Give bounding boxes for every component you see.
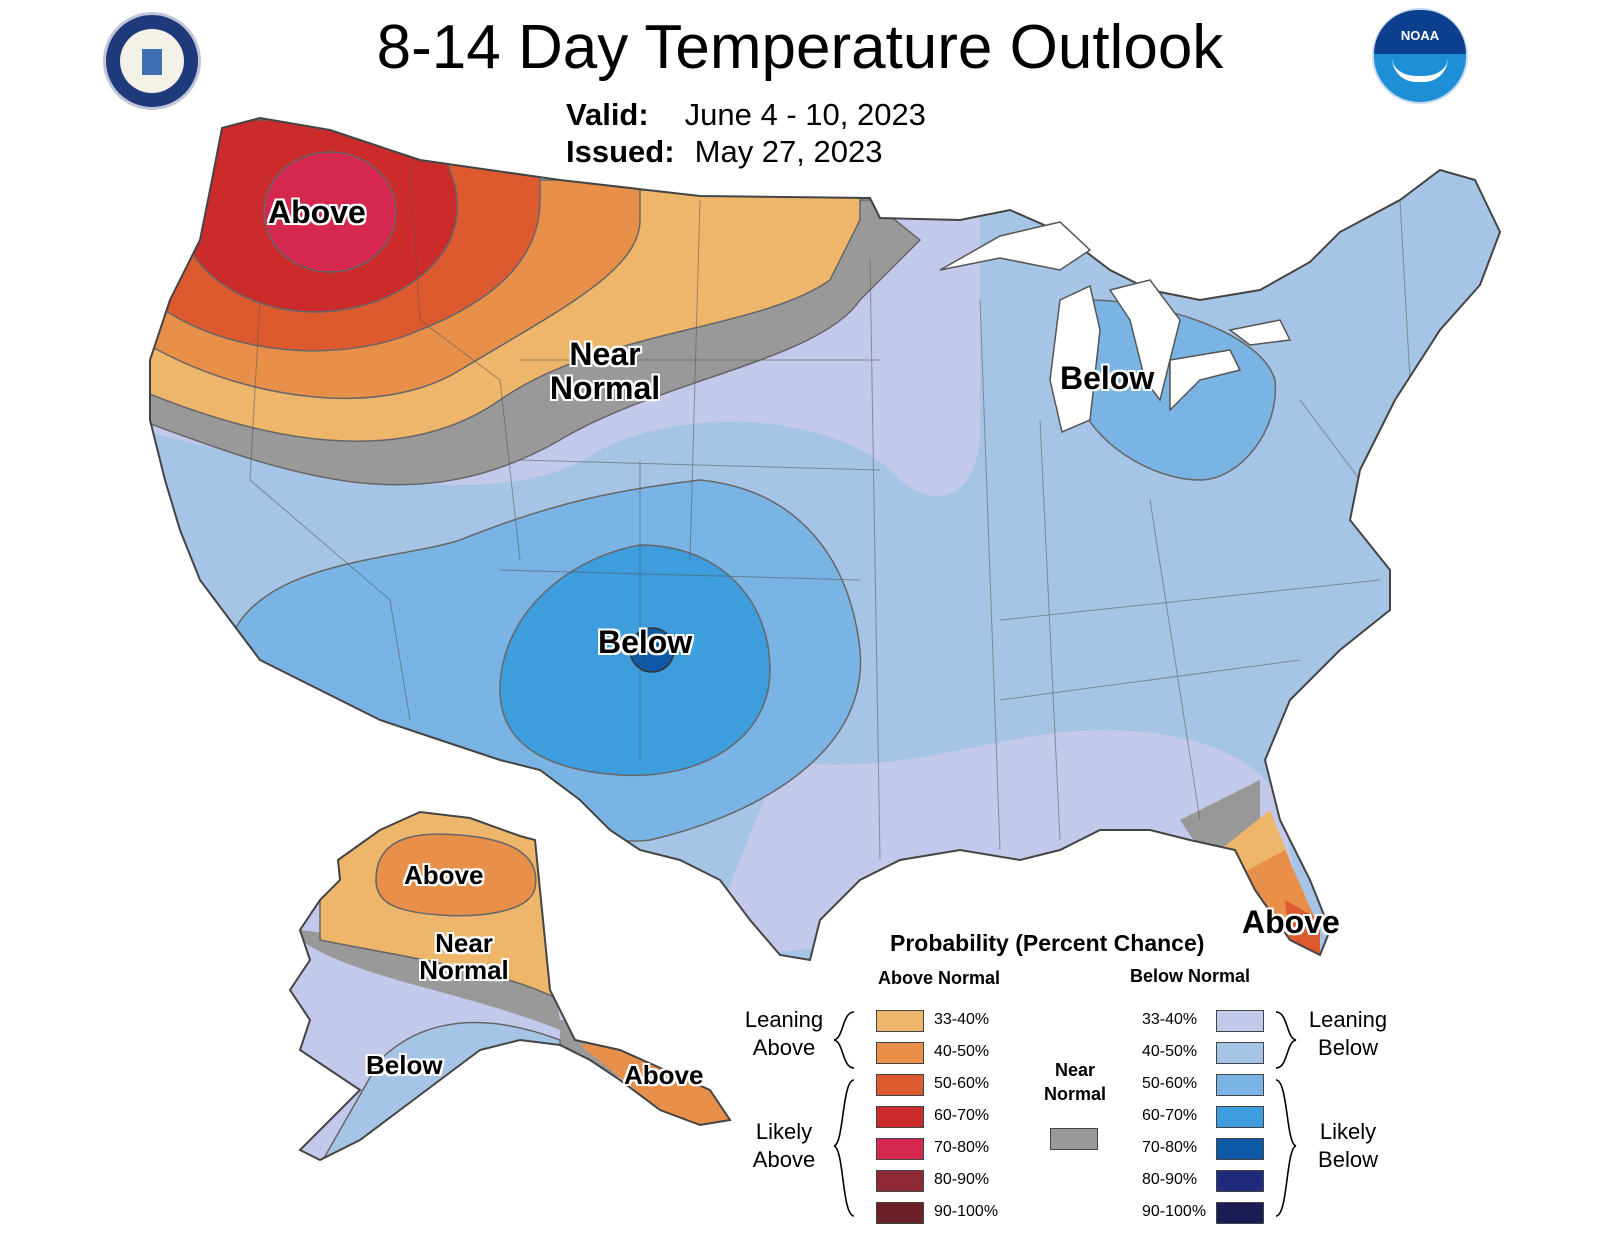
legend-below-swatch-7 [1216, 1202, 1264, 1224]
noaa-logo-text: NOAA [1400, 28, 1440, 43]
legend-above-swatch-2 [876, 1042, 924, 1064]
date-block: Valid: June 4 - 10, 2023 Issued: May 27,… [566, 96, 926, 170]
legend-below-swatch-1 [1216, 1010, 1264, 1032]
legend-above-swatch-7 [876, 1202, 924, 1224]
label-near-normal: Near Normal [540, 336, 670, 406]
legend-above-label-5: 70-80% [934, 1139, 990, 1156]
legend-above-header: Above Normal [878, 968, 1001, 988]
commerce-seal-icon [103, 12, 201, 110]
legend-near-normal: Near Normal [1032, 1058, 1118, 1106]
near-normal-legend-line2: Normal [1043, 1084, 1106, 1104]
leaning-below-line1: Leaning [1308, 1007, 1388, 1032]
label-ak-near-normal: Near Normal [412, 928, 516, 986]
conus-probability-shading [150, 118, 1500, 960]
legend-title: Probability (Percent Chance) [890, 930, 1205, 956]
legend-likely-below: Likely Below [1300, 1118, 1396, 1174]
legend-above-label-3: 50-60% [934, 1075, 990, 1092]
great-lakes [939, 221, 1292, 434]
legend-below-header: Below Normal [1130, 966, 1251, 986]
valid-value: June 4 - 10, 2023 [684, 97, 926, 132]
legend-above-swatch-3 [876, 1074, 924, 1096]
issued-value: May 27, 2023 [694, 134, 883, 169]
near-normal-legend-line1: Near [1054, 1060, 1096, 1080]
legend-near-normal-swatch [1050, 1128, 1098, 1150]
likely-above-line2: Above [752, 1147, 816, 1172]
label-sw-below: Below [598, 624, 693, 660]
legend-above-swatch-6 [876, 1170, 924, 1192]
legend-below-swatch-5 [1216, 1138, 1264, 1160]
valid-label: Valid: [566, 97, 649, 132]
issued-label: Issued: [566, 134, 675, 169]
legend-leaning-above: Leaning Above [736, 1006, 832, 1062]
likely-below-line2: Below [1318, 1147, 1378, 1172]
likely-above-line1: Likely [755, 1119, 813, 1144]
legend-above-label-1: 33-40% [934, 1011, 990, 1028]
legend-above-label-6: 80-90% [934, 1171, 990, 1188]
legend-below-label-7: 90-100% [1142, 1203, 1207, 1220]
legend-below-label-6: 80-90% [1142, 1171, 1198, 1188]
legend-below-swatch-3 [1216, 1074, 1264, 1096]
legend-below-swatch-2 [1216, 1042, 1264, 1064]
legend-above-swatch-5 [876, 1138, 924, 1160]
legend-braces-left [833, 1011, 855, 1217]
legend-below-swatch-4 [1216, 1106, 1264, 1128]
legend-leaning-below: Leaning Below [1300, 1006, 1396, 1062]
legend-below-swatch-6 [1216, 1170, 1264, 1192]
legend-above-label-7: 90-100% [934, 1203, 999, 1220]
leaning-above-line2: Above [752, 1035, 816, 1060]
noaa-logo-icon: NOAA [1372, 8, 1468, 104]
label-ak-se-above: Above [624, 1060, 704, 1090]
legend-above-swatch-1 [876, 1010, 924, 1032]
near-normal-line1: Near [569, 336, 641, 372]
likely-below-line1: Likely [1319, 1119, 1377, 1144]
legend-below-label-4: 60-70% [1142, 1107, 1198, 1124]
leaning-above-line1: Leaning [744, 1007, 824, 1032]
label-nw-above: Above [268, 194, 366, 230]
legend-above-swatch-4 [876, 1106, 924, 1128]
legend-below-label-5: 70-80% [1142, 1139, 1198, 1156]
legend-braces-right [1275, 1011, 1297, 1217]
label-ak-above: Above [404, 860, 484, 890]
leaning-below-line2: Below [1318, 1035, 1378, 1060]
label-ak-below: Below [366, 1050, 443, 1080]
label-great-lakes-below: Below [1060, 360, 1155, 396]
legend-below-label-2: 40-50% [1142, 1043, 1198, 1060]
legend-above-label-2: 40-50% [934, 1043, 990, 1060]
legend-likely-above: Likely Above [736, 1118, 832, 1174]
legend-above-label-4: 60-70% [934, 1107, 990, 1124]
ak-near-line1: Near [435, 928, 493, 958]
legend-below-label-1: 33-40% [1142, 1011, 1198, 1028]
legend-below-label-3: 50-60% [1142, 1075, 1198, 1092]
ak-near-line2: Normal [419, 955, 509, 986]
near-normal-line2: Normal [549, 369, 661, 406]
page-title: 8-14 Day Temperature Outlook [376, 13, 1224, 82]
label-florida-above: Above [1242, 904, 1340, 940]
